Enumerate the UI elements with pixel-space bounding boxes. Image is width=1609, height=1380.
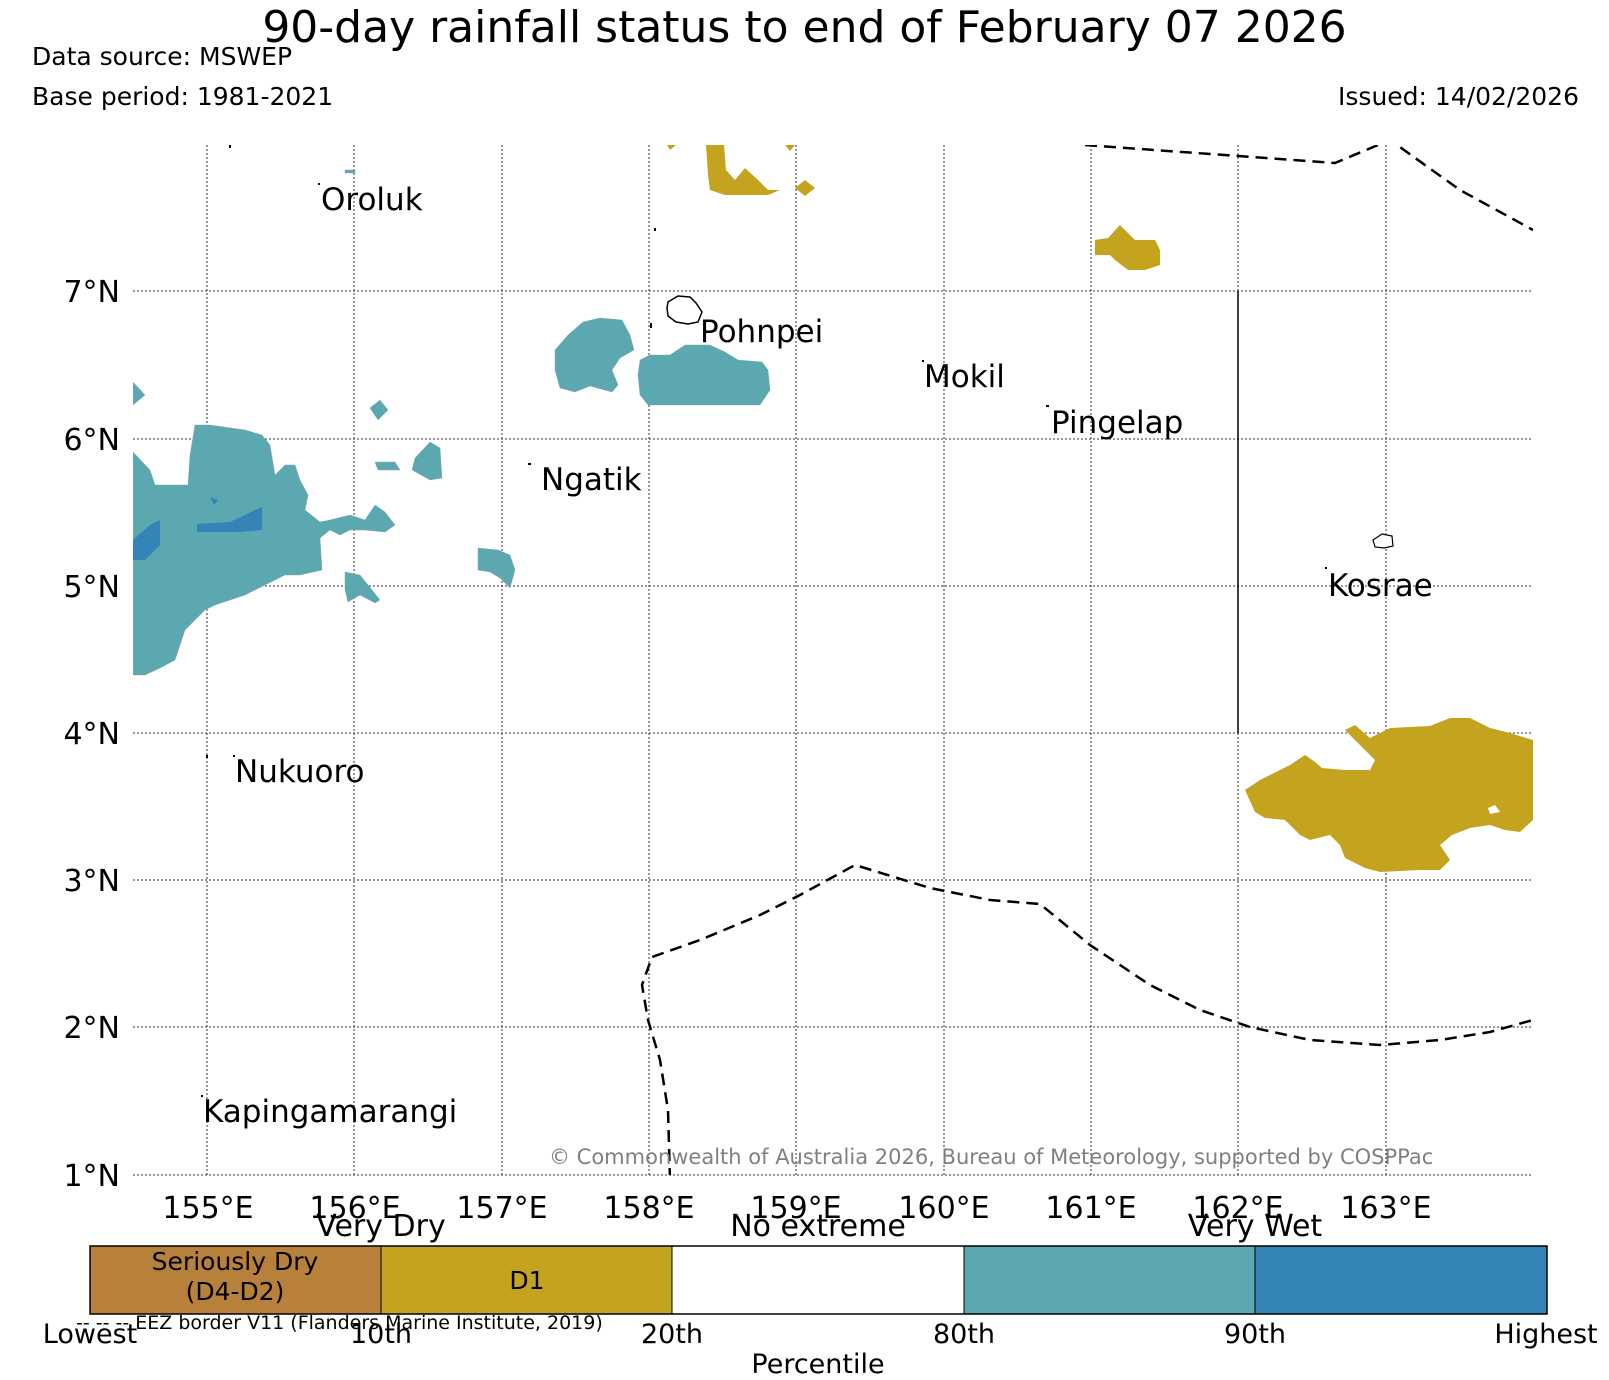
very-wet-region-6	[344, 571, 381, 604]
marker-kapinga	[201, 1095, 203, 1097]
lon-label-156: 156°E	[309, 1191, 400, 1226]
lon-label-162: 162°E	[1192, 1191, 1283, 1226]
lon-label-157: 157°E	[456, 1191, 547, 1226]
highest-regions	[133, 497, 262, 560]
marker-ngatik	[528, 463, 531, 465]
very-wet-region-2	[133, 381, 146, 406]
marker-small	[654, 228, 656, 231]
d1-region-north-4	[785, 145, 795, 151]
d1-region-north-1	[706, 145, 780, 195]
island-label-oroluk: Oroluk	[321, 182, 423, 218]
issued-date: Issued: 14/02/2026	[1338, 82, 1579, 111]
very-wet-region-7	[477, 547, 516, 589]
island-label-pingelap: Pingelap	[1051, 405, 1183, 441]
d1-regions	[667, 145, 1533, 872]
legend: Very Dry No extreme Very Wet Seriously D…	[43, 1209, 1598, 1380]
legend-tick-80th: 80th	[933, 1319, 995, 1350]
legend-segment-very-wet	[963, 1245, 1256, 1315]
legend-label-seriously-dry-2: (D4-D2)	[186, 1277, 285, 1306]
eez-border-south	[640, 863, 1533, 1175]
latitude-labels: 7°N 6°N 5°N 4°N 3°N 2°N 1°N	[63, 275, 120, 1194]
legend-tick-90th: 90th	[1224, 1319, 1286, 1350]
legend-segment-highest	[1254, 1245, 1548, 1315]
map-title: 90-day rainfall status to end of Februar…	[262, 2, 1347, 53]
island-markers	[201, 145, 1327, 1097]
marker-north	[229, 145, 231, 148]
marker-kosrae	[1325, 567, 1327, 569]
very-wet-region-pohnpei-e	[637, 344, 771, 406]
island-labels: Oroluk Pohnpei Mokil Pingelap Ngatik Kos…	[203, 182, 1433, 1130]
lat-label-4: 4°N	[63, 717, 120, 752]
d1-hole	[1488, 805, 1500, 814]
very-wet-region-pohnpei-w	[554, 317, 635, 393]
copyright-notice: © Commonwealth of Australia 2026, Bureau…	[549, 1145, 1433, 1169]
legend-label-d1: D1	[509, 1266, 544, 1295]
highest-region-2	[133, 520, 160, 560]
d1-region-ne	[1095, 225, 1160, 270]
legend-axis-label: Percentile	[751, 1349, 884, 1380]
legend-segment-d1	[380, 1245, 673, 1315]
marker-nukuoro	[206, 755, 208, 758]
lat-label-1: 1°N	[63, 1159, 120, 1194]
lon-label-160: 160°E	[898, 1191, 989, 1226]
lat-label-7: 7°N	[63, 275, 120, 310]
lon-label-158: 158°E	[603, 1191, 694, 1226]
legend-frame	[89, 1245, 1548, 1315]
legend-segment-seriously-dry	[89, 1245, 382, 1315]
d1-region-se	[1245, 718, 1533, 872]
lat-label-6: 6°N	[63, 423, 120, 458]
gridlines	[133, 145, 1533, 1176]
marker-mokil	[922, 360, 924, 362]
eez-footnote: -- -- -- EEZ border V11 (Flanders Marine…	[76, 1312, 603, 1334]
legend-tick-20th: 20th	[641, 1319, 703, 1350]
eez-border-north	[1084, 145, 1533, 232]
legend-tick-highest: Highest	[1494, 1319, 1597, 1350]
legend-tick-lowest: Lowest	[43, 1319, 137, 1350]
island-label-nukuoro: Nukuoro	[235, 754, 364, 790]
island-label-ngatik: Ngatik	[541, 462, 642, 498]
lon-label-155: 155°E	[162, 1191, 253, 1226]
island-label-kapingamarangi: Kapingamarangi	[203, 1094, 457, 1130]
pohnpei-outline	[666, 295, 703, 325]
island-label-mokil: Mokil	[924, 359, 1005, 395]
data-source: Data source: MSWEP	[32, 42, 293, 71]
very-wet-regions	[133, 169, 771, 676]
legend-caption-very-wet: Very Wet	[1188, 1209, 1323, 1244]
legend-caption-very-dry: Very Dry	[316, 1209, 445, 1244]
lat-label-3: 3°N	[63, 864, 120, 899]
highest-region-3	[210, 497, 218, 505]
island-label-kosrae: Kosrae	[1328, 568, 1433, 604]
marker-pohnpei	[650, 323, 652, 328]
marker-nukuoro-2	[233, 755, 235, 757]
d1-region-north-3	[667, 145, 676, 150]
very-wet-region-5	[411, 441, 443, 481]
marker-oroluk	[318, 183, 320, 185]
island-label-pohnpei: Pohnpei	[700, 314, 823, 350]
kosrae-outline	[1372, 533, 1394, 549]
lat-label-5: 5°N	[63, 570, 120, 605]
longitude-labels: 155°E 156°E 157°E 158°E 159°E 160°E 161°…	[162, 1191, 1431, 1226]
very-wet-region-4	[374, 461, 401, 471]
lon-label-163: 163°E	[1340, 1191, 1431, 1226]
base-period: Base period: 1981-2021	[32, 82, 334, 111]
very-wet-region-west	[133, 424, 396, 676]
lon-label-161: 161°E	[1045, 1191, 1136, 1226]
legend-label-seriously-dry-1: Seriously Dry	[152, 1247, 319, 1276]
legend-tick-10th: 10th	[350, 1319, 412, 1350]
very-wet-region-3	[369, 399, 389, 421]
eez-borders	[640, 145, 1533, 1175]
legend-segment-no-extreme	[671, 1245, 965, 1315]
lon-label-159: 159°E	[750, 1191, 841, 1226]
marker-pingelap	[1046, 405, 1049, 407]
very-wet-region-dot	[344, 169, 356, 174]
lat-label-2: 2°N	[63, 1011, 120, 1046]
legend-caption-no-extreme: No extreme	[730, 1209, 906, 1244]
d1-region-north-2	[795, 180, 815, 196]
highest-region-1	[197, 507, 262, 532]
